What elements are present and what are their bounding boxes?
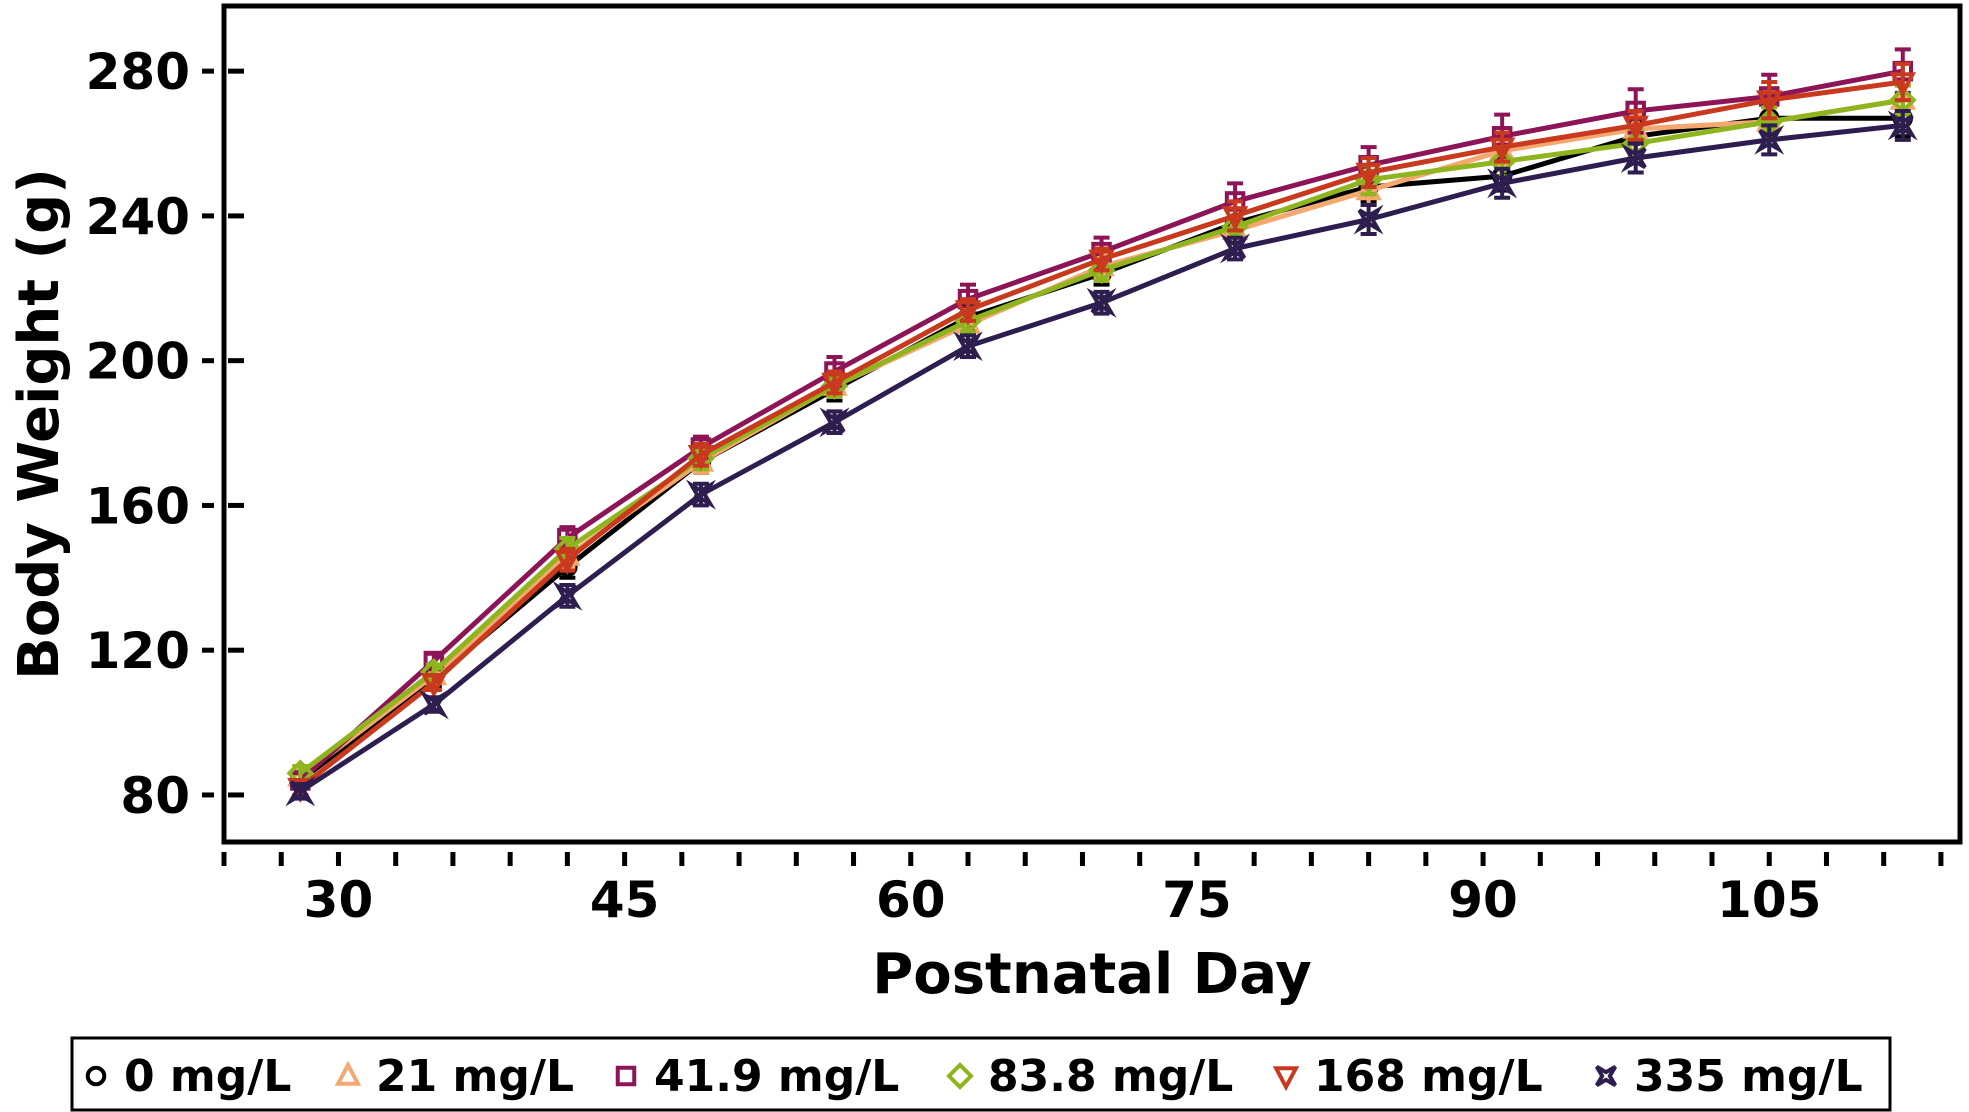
series-layer: [289, 49, 1913, 800]
x-tick-label: 105: [1717, 871, 1821, 929]
series-3: [289, 86, 1913, 785]
legend-label: 168 mg/L: [1314, 1051, 1543, 1102]
y-tick-label: 280: [86, 43, 190, 101]
series-line: [300, 125, 1903, 791]
series-2: [292, 49, 1911, 788]
y-tick-label: 160: [86, 477, 190, 535]
series-4: [290, 64, 1912, 799]
legend-label: 335 mg/L: [1634, 1051, 1863, 1102]
legend-label: 0 mg/L: [124, 1051, 291, 1102]
y-axis: 80 120 160 200 240 280: [86, 43, 244, 825]
x-tick-label: 45: [590, 871, 660, 929]
series-line: [300, 100, 1903, 777]
y-tick-label: 120: [86, 622, 190, 680]
series-line: [300, 82, 1903, 788]
legend-label: 41.9 mg/L: [654, 1051, 899, 1102]
series-5: [291, 111, 1912, 801]
y-tick-label: 200: [86, 333, 190, 391]
y-axis-title: Body Weight (g): [7, 168, 72, 680]
x-tick-label: 60: [876, 871, 946, 929]
y-tick-label: 80: [120, 767, 190, 825]
x-axis-title: Postnatal Day: [872, 942, 1312, 1007]
legend-label: 21 mg/L: [376, 1051, 574, 1102]
legend-label: 83.8 mg/L: [988, 1051, 1233, 1102]
series-1: [290, 86, 1912, 785]
series-line: [300, 71, 1903, 780]
series-line: [300, 118, 1903, 780]
x-tick-label: 75: [1162, 871, 1232, 929]
legend: 0 mg/L 21 mg/L 41.9 mg/L 83.8 mg/L 168 mg/L 3…: [72, 1038, 1890, 1110]
x-tick-label: 90: [1448, 871, 1518, 929]
y-tick-label: 240: [86, 188, 190, 246]
x-axis: 30 45 60 75 90 105: [224, 852, 1941, 929]
series-line: [300, 100, 1903, 773]
x-tick-label: 30: [304, 871, 374, 929]
series-0: [292, 100, 1911, 789]
